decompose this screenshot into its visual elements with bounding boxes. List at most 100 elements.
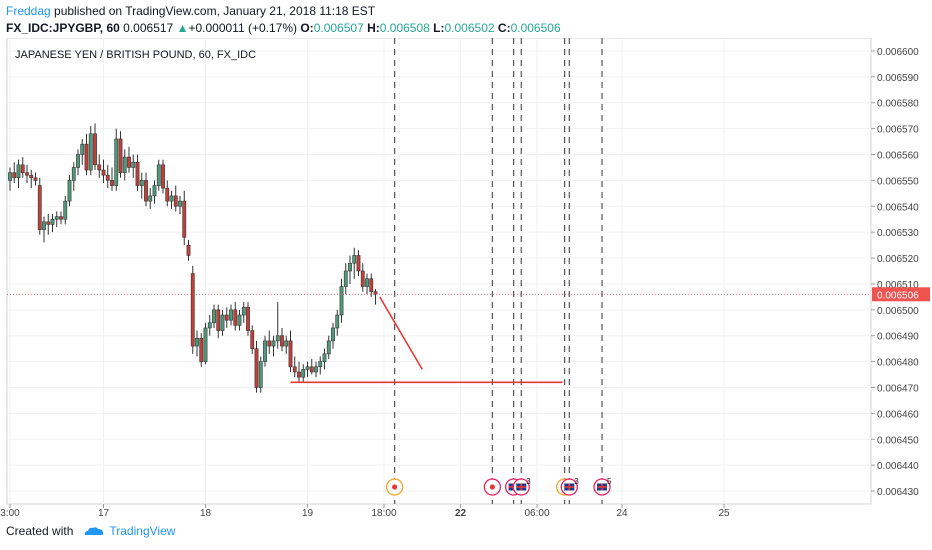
candle	[199, 333, 204, 367]
candle	[139, 172, 144, 199]
price-tick-label: 0.006540	[877, 202, 919, 213]
candle	[42, 216, 46, 243]
candle-body	[97, 164, 102, 171]
candle-body	[93, 133, 97, 166]
candle	[50, 214, 55, 233]
candle-body	[37, 185, 42, 230]
price-tick-label: 0.006440	[877, 461, 919, 472]
candle	[301, 364, 306, 383]
candle	[16, 159, 21, 189]
candle-body	[314, 366, 318, 373]
symbol-label: FX_IDC:JPYGBP, 60	[6, 21, 120, 35]
candles-layer	[8, 123, 378, 393]
price-tick-label: 0.006530	[877, 228, 919, 239]
candle-body	[224, 314, 229, 321]
candle-body	[207, 322, 212, 329]
candle	[54, 211, 59, 227]
price-tick-label: 0.006510	[877, 280, 919, 291]
brand-label[interactable]: TradingView	[109, 524, 176, 538]
candle	[373, 289, 378, 305]
chart-title: JAPANESE YEN / BRITISH POUND, 60, FX_IDC	[15, 49, 256, 61]
candle-body	[267, 340, 272, 347]
candle-body	[144, 180, 148, 202]
tradingview-brand[interactable]: TradingView	[79, 524, 175, 538]
candle-body	[195, 338, 199, 347]
candle-body	[343, 270, 348, 287]
candle-body	[105, 174, 110, 181]
candle-body	[80, 143, 85, 155]
candle	[20, 157, 25, 178]
candle	[365, 273, 369, 295]
candle	[233, 302, 238, 331]
candle-body	[131, 161, 136, 168]
price-tick-label: 0.006480	[877, 358, 919, 369]
candle	[212, 304, 216, 328]
candle	[161, 159, 165, 194]
candle	[88, 126, 93, 176]
candle-body	[241, 306, 246, 316]
author-link[interactable]: Freddag	[6, 4, 51, 18]
time-axis[interactable]: 3:00 17 18 19 18:00 22 06:00 24 25	[0, 504, 730, 518]
candle-body	[114, 138, 119, 186]
candle	[165, 180, 170, 207]
time-tick-label: 06:00	[524, 508, 549, 518]
event-vertical-lines	[394, 38, 603, 504]
candle-body	[46, 221, 51, 225]
event-count: 3	[574, 477, 579, 486]
candle	[331, 322, 335, 349]
up-arrow-icon: ▲	[176, 21, 189, 35]
high-label: H:	[367, 21, 380, 35]
candle	[12, 162, 17, 183]
close-value: 0.006506	[510, 21, 561, 35]
candle-body	[127, 156, 131, 168]
high-value: 0.006508	[379, 21, 430, 35]
time-tick-label: 25	[718, 508, 730, 518]
candle	[356, 250, 361, 277]
candle	[135, 154, 140, 191]
candle	[144, 172, 148, 207]
candle	[254, 340, 259, 393]
candle-body	[110, 180, 114, 186]
event-dot	[392, 484, 398, 490]
candle	[8, 167, 12, 191]
candle	[37, 177, 42, 235]
candle-body	[365, 278, 369, 287]
candle-body	[356, 255, 361, 272]
candle	[237, 309, 242, 331]
candle-body	[182, 200, 187, 238]
tradingview-cloud-icon	[85, 527, 104, 535]
candle	[195, 330, 199, 357]
candle	[203, 322, 208, 365]
candle-body	[292, 366, 297, 373]
candle	[71, 162, 76, 191]
candle	[84, 133, 89, 176]
candle-body	[263, 340, 267, 362]
candle-body	[50, 218, 55, 225]
candle-body	[212, 309, 216, 324]
candle-body	[360, 270, 365, 287]
candle-body	[118, 138, 123, 173]
candle-body	[178, 200, 182, 207]
candle	[114, 128, 119, 191]
time-tick-label: 18:00	[371, 508, 396, 518]
candle-body	[76, 154, 80, 168]
candle	[118, 131, 123, 178]
candle	[63, 195, 68, 225]
candle-body	[348, 262, 352, 272]
price-tick-label: 0.006550	[877, 176, 919, 187]
open-value: 0.006507	[313, 21, 364, 35]
candle-body	[229, 309, 233, 321]
created-with-text: Created with	[6, 524, 74, 538]
candle-body	[331, 327, 335, 342]
candle	[156, 159, 161, 191]
candle	[80, 138, 85, 165]
candle	[241, 302, 246, 323]
candle	[267, 330, 272, 354]
candle	[148, 188, 153, 209]
candle-body	[169, 195, 174, 202]
price-axis[interactable]: 0.006600 0.006590 0.006580 0.006570 0.006560…	[871, 47, 930, 498]
event-marker	[385, 478, 404, 496]
candle	[348, 255, 352, 284]
candle	[280, 327, 284, 352]
